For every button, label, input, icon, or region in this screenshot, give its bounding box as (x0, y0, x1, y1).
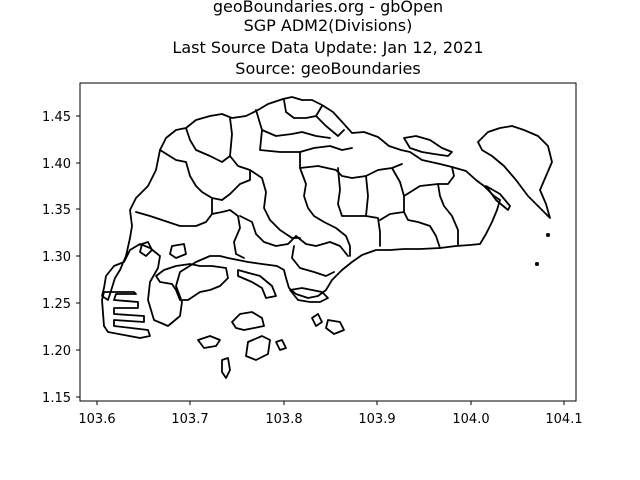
division-line (291, 245, 335, 277)
sentosa (289, 287, 329, 303)
southern-island-1 (231, 311, 265, 331)
division-line (337, 167, 381, 247)
x-tick-label: 104.0 (452, 412, 489, 427)
islet-far-east-2 (535, 262, 539, 266)
southern-island-2 (197, 335, 221, 349)
division-line (365, 175, 369, 217)
division-line (391, 167, 441, 249)
division-line (221, 169, 251, 201)
division-line (261, 129, 331, 139)
title-line-2: SGP ADM2(Divisions) (244, 16, 413, 35)
x-axis: 103.6 103.7 103.8 103.9 104.0 104.1 (78, 401, 583, 427)
pulau-tekong (477, 125, 553, 219)
division-line (313, 215, 351, 257)
y-tick-label: 1.30 (42, 250, 71, 265)
division-boundaries (101, 96, 553, 379)
channel-jurong (237, 269, 277, 299)
islet-west (139, 241, 153, 257)
division-line (185, 127, 231, 163)
x-tick-label: 103.6 (78, 412, 115, 427)
x-tick-label: 104.1 (545, 412, 582, 427)
division-line (135, 209, 245, 259)
division-line (315, 115, 345, 137)
y-axis: 1.15 1.20 1.25 1.30 1.35 1.40 1.45 (42, 110, 80, 406)
division-line (403, 166, 455, 197)
y-tick-label: 1.40 (42, 157, 71, 172)
division-line (239, 215, 297, 247)
southern-island-5 (221, 357, 231, 379)
title-line-4: Source: geoBoundaries (235, 59, 420, 78)
southern-island-7 (325, 319, 345, 335)
y-tick-label: 1.15 (42, 391, 71, 406)
y-tick-label: 1.45 (42, 110, 71, 125)
title-line-1: geoBoundaries.org - gbOpen (213, 0, 443, 16)
y-tick-label: 1.35 (42, 203, 71, 218)
title-line-3: Last Source Data Update: Jan 12, 2021 (172, 38, 483, 57)
islet-ne (485, 185, 511, 211)
main-island-outline (101, 96, 501, 327)
jurong-island (155, 263, 229, 301)
x-tick-label: 103.7 (171, 412, 208, 427)
islet-west-2 (169, 243, 187, 259)
division-line (379, 211, 405, 221)
x-tick-label: 103.9 (358, 412, 395, 427)
pulau-ubin (403, 135, 453, 157)
tuas-reclaim (101, 291, 151, 339)
division-line (437, 183, 459, 247)
plot-frame (79, 82, 577, 402)
division-line (295, 235, 349, 257)
southern-island-6 (311, 313, 323, 327)
islet-far-east (546, 233, 550, 237)
title-block: geoBoundaries.org - gbOpen SGP ADM2(Divi… (172, 0, 483, 78)
division-line (299, 163, 403, 179)
division-line (299, 151, 315, 217)
division-line (229, 117, 301, 239)
division-line (283, 99, 323, 119)
x-tick-label: 103.8 (265, 412, 302, 427)
division-line (159, 149, 223, 201)
southern-island-4 (275, 339, 287, 351)
y-tick-label: 1.20 (42, 344, 71, 359)
southern-island-3 (245, 335, 271, 361)
y-tick-label: 1.25 (42, 297, 71, 312)
